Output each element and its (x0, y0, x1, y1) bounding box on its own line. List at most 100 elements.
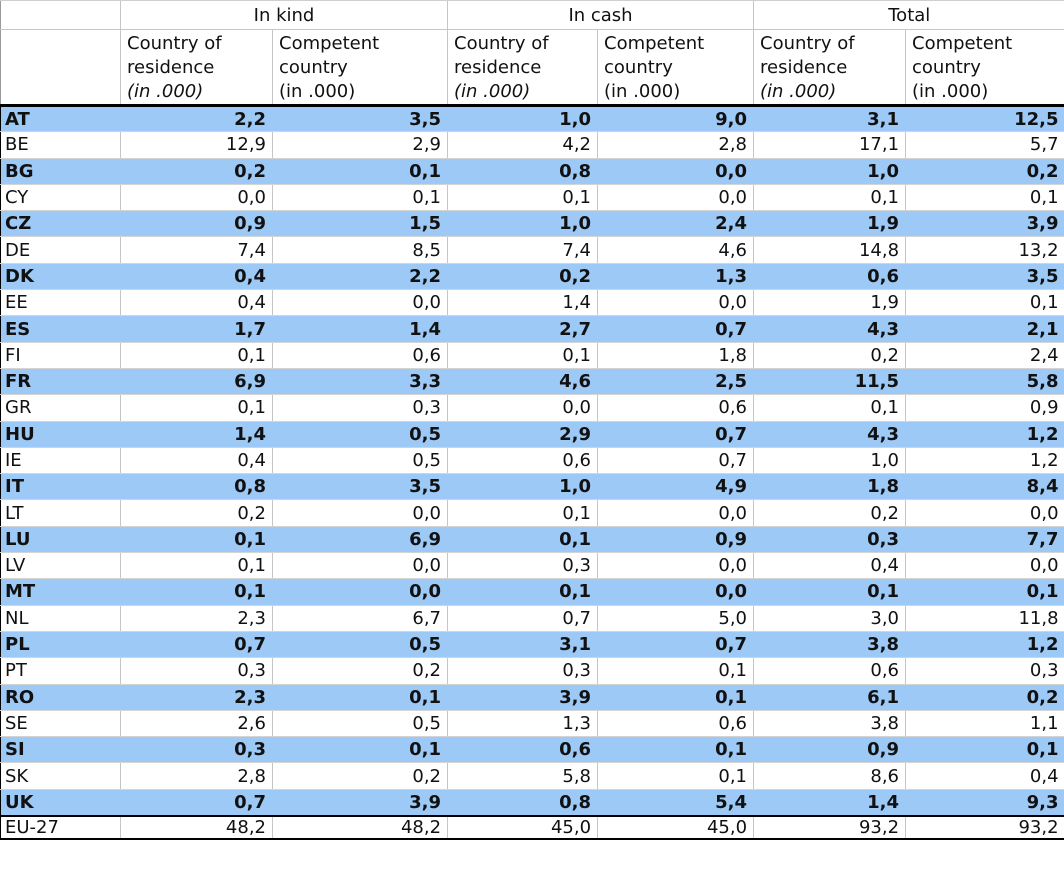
value-cell: 1,8 (753, 473, 906, 501)
value-cell: 0,0 (597, 578, 754, 606)
value-cell: 0,1 (447, 499, 598, 527)
value-cell: 5,8 (905, 368, 1064, 396)
table-body: AT 2,2 3,5 1,0 9,0 3,1 12,5 BE 12,9 2,9 4,2 2,8 17,1… (0, 105, 1064, 817)
table-row: LT 0,2 0,0 0,1 0,0 0,2 0,0 (0, 499, 1064, 527)
col-header-unit: (in .000) (912, 81, 989, 102)
table-row: RO 2,3 0,1 3,9 0,1 6,1 0,2 (0, 684, 1064, 711)
value-cell: 0,3 (447, 657, 598, 685)
value-cell: 93,2 (753, 815, 906, 839)
value-cell: 0,1 (753, 184, 906, 212)
value-cell: 1,3 (597, 263, 754, 291)
country-code: MT (0, 578, 121, 606)
value-cell: 9,0 (597, 105, 754, 133)
value-cell: 1,4 (271, 315, 448, 343)
group-header-in-cash: In cash (447, 0, 754, 30)
value-cell: 48,2 (271, 815, 448, 839)
country-code: NL (0, 605, 121, 632)
benefits-table: In kind In cash Total Country of residen… (0, 0, 1064, 840)
value-cell: 0,0 (597, 499, 754, 527)
value-cell: 0,2 (271, 657, 448, 685)
table-row: FI 0,1 0,6 0,1 1,8 0,2 2,4 (0, 342, 1064, 369)
value-cell: 1,9 (753, 210, 906, 238)
corner-cell (0, 0, 121, 30)
country-code: DK (0, 263, 121, 291)
value-cell: 0,4 (120, 289, 273, 317)
value-cell: 0,3 (120, 736, 273, 764)
value-cell: 0,1 (597, 684, 754, 711)
country-code: IE (0, 447, 121, 475)
table-row: IE 0,4 0,5 0,6 0,7 1,0 1,2 (0, 447, 1064, 475)
value-cell: 5,7 (905, 131, 1064, 159)
value-cell: 0,2 (120, 499, 273, 527)
value-cell: 0,6 (447, 447, 598, 475)
value-cell: 6,9 (271, 526, 448, 554)
value-cell: 0,0 (447, 394, 598, 422)
value-cell: 93,2 (905, 815, 1064, 839)
value-cell: 0,9 (753, 736, 906, 764)
value-cell: 0,1 (905, 736, 1064, 764)
country-code: CZ (0, 210, 121, 238)
column-header-row: Country of residence (in .000) Competent… (0, 29, 1064, 106)
value-cell: 48,2 (120, 815, 273, 839)
value-cell: 0,8 (120, 473, 273, 501)
value-cell: 0,6 (753, 263, 906, 291)
group-header-row: In kind In cash Total (0, 0, 1064, 30)
value-cell: 0,3 (753, 526, 906, 554)
value-cell: 0,1 (905, 184, 1064, 212)
value-cell: 0,1 (753, 578, 906, 606)
value-cell: 1,2 (905, 421, 1064, 448)
value-cell: 0,7 (597, 631, 754, 659)
value-cell: 7,4 (447, 236, 598, 264)
value-cell: 3,8 (753, 631, 906, 659)
value-cell: 4,6 (597, 236, 754, 264)
value-cell: 0,1 (120, 578, 273, 606)
col-header-cash-competent: Competent country (in .000) (597, 29, 754, 106)
country-code: SI (0, 736, 121, 764)
value-cell: 0,0 (271, 578, 448, 606)
value-cell: 0,1 (120, 526, 273, 554)
value-cell: 0,7 (120, 789, 273, 817)
table-row: CY 0,0 0,1 0,1 0,0 0,1 0,1 (0, 184, 1064, 212)
value-cell: 17,1 (753, 131, 906, 159)
value-cell: 1,1 (905, 710, 1064, 738)
value-cell: 2,9 (447, 421, 598, 448)
value-cell: 0,1 (597, 736, 754, 764)
col-header-kind-competent: Competent country (in .000) (271, 29, 448, 106)
col-header-kind-residence: Country of residence (in .000) (120, 29, 273, 106)
country-code: PT (0, 657, 121, 685)
col-header-title: Country of residence (127, 33, 222, 78)
country-code: FR (0, 368, 121, 396)
value-cell: 2,8 (597, 131, 754, 159)
table-row: LU 0,1 6,9 0,1 0,9 0,3 7,7 (0, 526, 1064, 554)
value-cell: 6,9 (120, 368, 273, 396)
value-cell: 0,0 (597, 289, 754, 317)
value-cell: 2,5 (597, 368, 754, 396)
table-row: GR 0,1 0,3 0,0 0,6 0,1 0,9 (0, 394, 1064, 422)
col-header-unit: (in .000) (760, 81, 837, 102)
value-cell: 0,3 (905, 657, 1064, 685)
table-row: CZ 0,9 1,5 1,0 2,4 1,9 3,9 (0, 210, 1064, 238)
value-cell: 2,3 (120, 684, 273, 711)
value-cell: 0,2 (905, 158, 1064, 185)
value-cell: 0,6 (753, 657, 906, 685)
value-cell: 12,5 (905, 105, 1064, 133)
value-cell: 0,6 (597, 394, 754, 422)
value-cell: 1,0 (447, 473, 598, 501)
country-code: SK (0, 762, 121, 790)
value-cell: 1,0 (447, 105, 598, 133)
country-code: EU-27 (0, 815, 121, 839)
table-row: ES 1,7 1,4 2,7 0,7 4,3 2,1 (0, 315, 1064, 343)
value-cell: 1,8 (597, 342, 754, 369)
value-cell: 7,7 (905, 526, 1064, 554)
value-cell: 0,1 (271, 184, 448, 212)
col-header-title: Competent country (912, 33, 1013, 78)
table-row-eu27: EU-27 48,2 48,2 45,0 45,0 93,2 93,2 (0, 815, 1064, 839)
value-cell: 0,9 (905, 394, 1064, 422)
col-header-unit: (in .000) (604, 81, 681, 102)
value-cell: 0,0 (597, 184, 754, 212)
table-row: AT 2,2 3,5 1,0 9,0 3,1 12,5 (0, 105, 1064, 133)
value-cell: 0,7 (447, 605, 598, 632)
value-cell: 0,5 (271, 631, 448, 659)
value-cell: 0,1 (271, 158, 448, 185)
value-cell: 0,1 (120, 552, 273, 580)
